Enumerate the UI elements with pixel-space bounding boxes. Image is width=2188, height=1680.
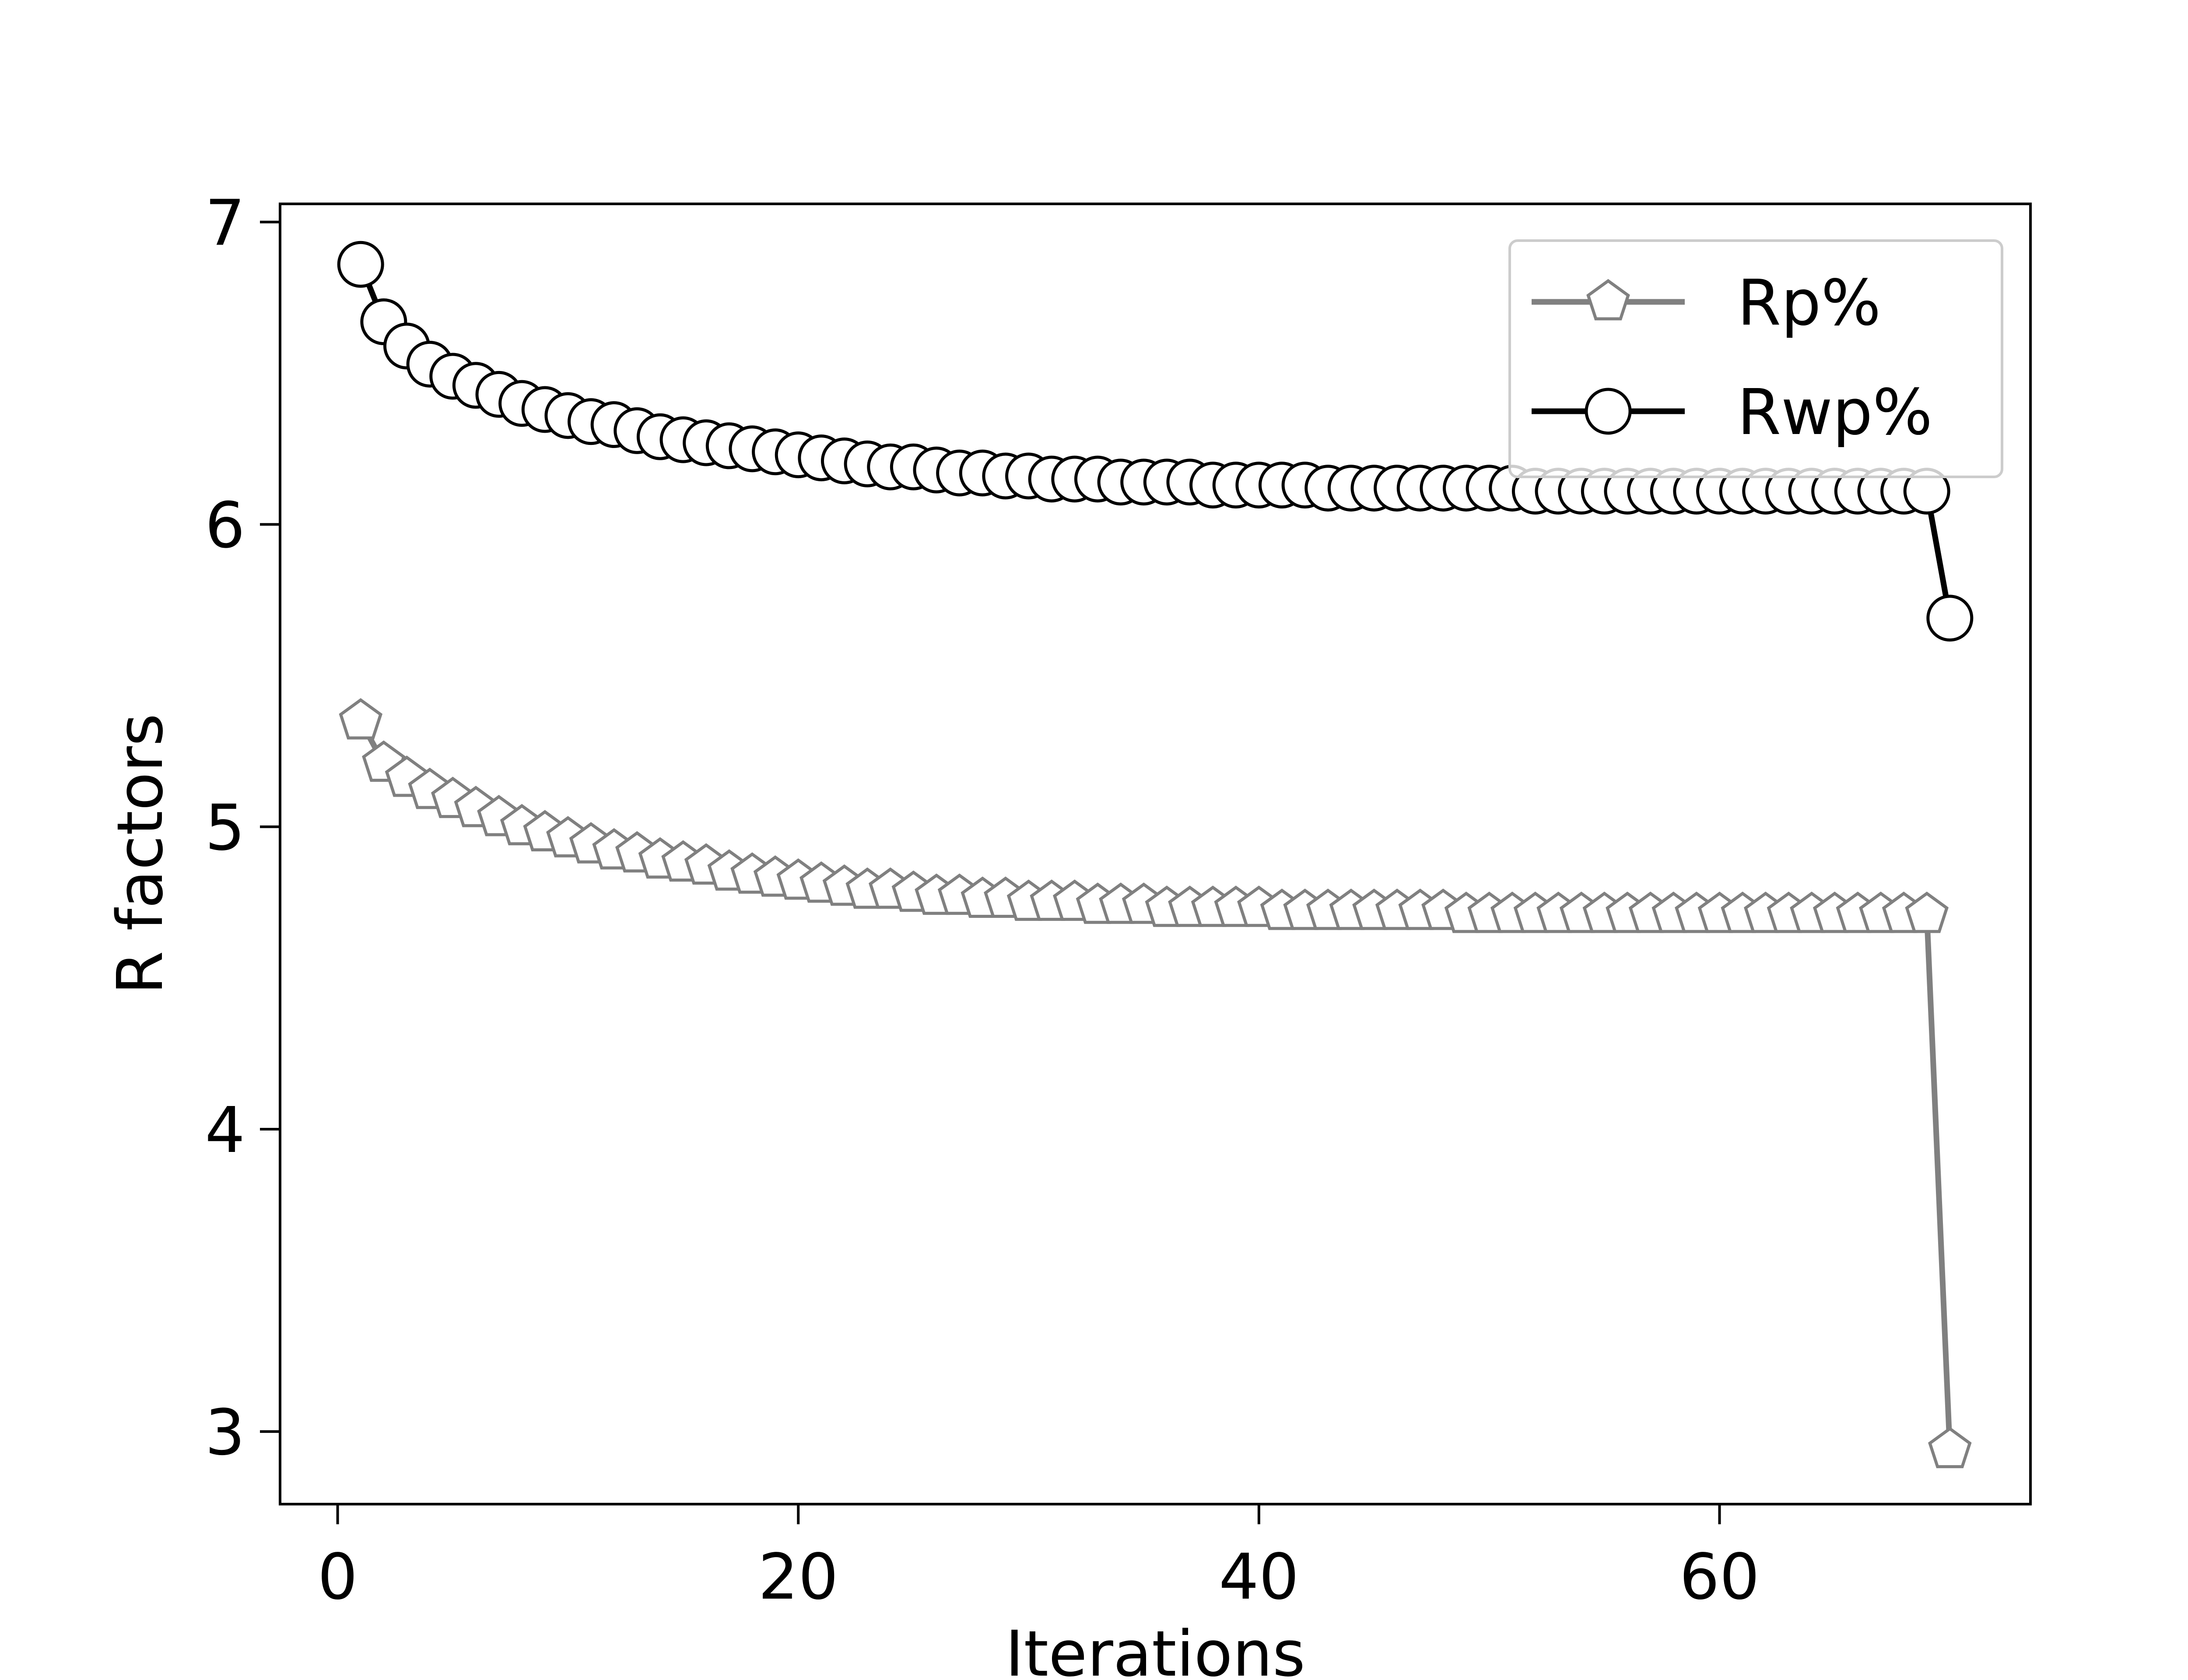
data-point-rwp: [1926, 595, 1974, 642]
y-tick-label: 5: [205, 791, 245, 864]
series-rwp: [337, 241, 1974, 642]
x-axis-label: Iterations: [1005, 1617, 1305, 1680]
y-tick-label: 6: [205, 489, 245, 562]
x-tick-label: 20: [758, 1540, 838, 1614]
ticks-layer: 0 20 40 60 3 4 5 6 7: [205, 186, 1760, 1614]
series-rp: [339, 698, 1972, 1468]
y-tick-label: 3: [205, 1396, 245, 1469]
legend-entry-rp: Rp%: [1532, 266, 1881, 340]
x-tick-label: 60: [1680, 1540, 1760, 1614]
y-tick-label: 7: [205, 186, 245, 259]
data-point-rp: [339, 698, 383, 740]
legend: Rp% Rwp%: [1508, 239, 2003, 478]
y-tick-label: 4: [205, 1093, 245, 1167]
plot-frame: [279, 203, 2032, 1505]
series-layer: [337, 241, 1974, 1468]
x-tick-label: 40: [1219, 1540, 1299, 1614]
legend-label-rp: Rp%: [1737, 266, 1881, 340]
legend-entry-rwp: Rwp%: [1532, 375, 1932, 449]
data-point-rp: [1928, 1427, 1972, 1468]
data-point-rp: [1905, 891, 1949, 933]
data-point-rwp: [337, 241, 384, 288]
legend-marker-rwp: [1585, 388, 1632, 435]
legend-label-rwp: Rwp%: [1737, 375, 1932, 449]
x-tick-label: 0: [318, 1540, 358, 1614]
legend-marker-rp: [1586, 279, 1630, 321]
y-axis-label: R factors: [103, 714, 177, 995]
